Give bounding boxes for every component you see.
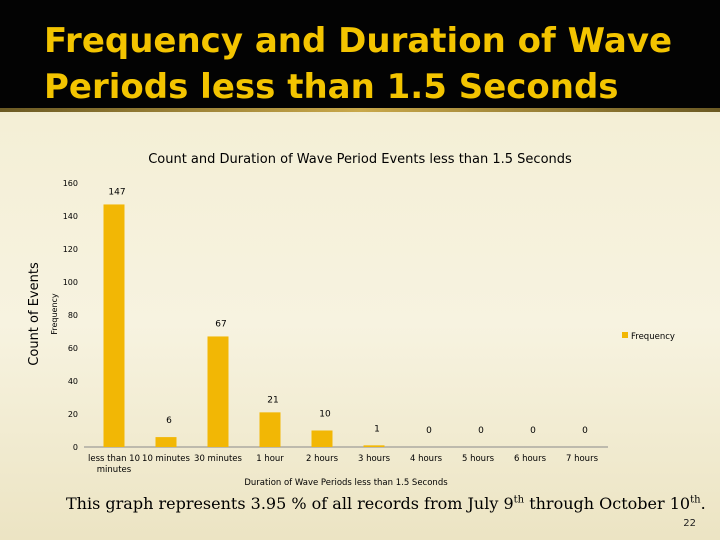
data-label: 0 xyxy=(426,426,432,436)
data-label: 147 xyxy=(108,187,125,197)
y-tick-label: 80 xyxy=(68,311,78,320)
x-axis-label: Duration of Wave Periods less than 1.5 S… xyxy=(244,478,448,488)
bar xyxy=(259,412,281,447)
y-tick-label: 20 xyxy=(68,410,78,419)
y-tick-label: 40 xyxy=(68,377,78,386)
slide-title: Frequency and Duration of Wave Periods l… xyxy=(44,18,684,110)
outer-y-axis-label: Count of Events xyxy=(27,262,42,366)
slide-title-line-2: Periods less than 1.5 Seconds xyxy=(44,67,619,107)
data-label: 6 xyxy=(166,416,172,426)
data-label: 0 xyxy=(582,426,588,436)
data-label: 67 xyxy=(215,319,226,329)
bar xyxy=(207,336,229,447)
y-axis-label: Frequency xyxy=(50,293,59,335)
x-tick-label: 7 hours xyxy=(566,454,599,464)
x-tick-label: less than 10 minutes xyxy=(88,454,140,475)
slide-title-line-1: Frequency and Duration of Wave xyxy=(44,21,673,61)
bar xyxy=(155,437,177,447)
footer-sup-2: th xyxy=(690,494,701,506)
data-label: 21 xyxy=(267,395,278,405)
page-number: 22 xyxy=(683,518,696,529)
y-tick-label: 140 xyxy=(63,212,78,221)
y-tick-label: 100 xyxy=(63,278,78,287)
bar xyxy=(103,204,125,447)
y-tick-label: 160 xyxy=(63,179,78,188)
legend-swatch xyxy=(622,332,628,338)
bar xyxy=(363,445,385,447)
footer-sup-1: th xyxy=(513,494,525,506)
y-tick-label: 0 xyxy=(73,443,78,452)
legend-label: Frequency xyxy=(631,332,675,342)
y-tick-label: 60 xyxy=(68,344,78,353)
footer-text-2: through October 10 xyxy=(524,494,691,513)
x-tick-label: 5 hours xyxy=(462,454,495,464)
x-tick-label: 4 hours xyxy=(410,454,443,464)
chart-title: Count and Duration of Wave Period Events… xyxy=(148,152,572,167)
x-tick-label: 10 minutes xyxy=(142,454,190,464)
data-label: 0 xyxy=(478,426,484,436)
footer-note: This graph represents 3.95 % of all reco… xyxy=(66,494,706,513)
data-label: 0 xyxy=(530,426,536,436)
title-divider xyxy=(0,108,720,112)
x-tick-label: 30 minutes xyxy=(194,454,242,464)
x-tick-label: 2 hours xyxy=(306,454,339,464)
y-tick-label: 120 xyxy=(63,245,78,254)
footer-text-1: This graph represents 3.95 % of all reco… xyxy=(66,494,514,513)
footer-text-3: . xyxy=(700,494,706,513)
data-label: 10 xyxy=(319,410,331,420)
title-band: Frequency and Duration of Wave Periods l… xyxy=(0,0,720,112)
bar xyxy=(311,430,333,447)
x-tick-label: 3 hours xyxy=(358,454,391,464)
x-tick-label: 1 hour xyxy=(256,454,284,464)
x-tick-label: 6 hours xyxy=(514,454,547,464)
data-label: 1 xyxy=(374,424,380,434)
